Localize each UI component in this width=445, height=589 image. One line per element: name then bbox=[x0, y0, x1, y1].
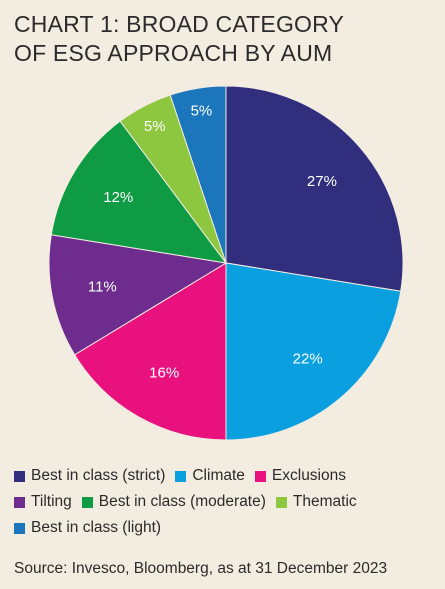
pie-slice-label-3: 11% bbox=[88, 279, 117, 296]
legend-label: Climate bbox=[192, 467, 245, 484]
legend-row-1: Tilting Best in class (moderate) Thematic bbox=[14, 489, 439, 515]
pie-slice-label-0: 27% bbox=[307, 173, 337, 190]
legend-label: Best in class (strict) bbox=[31, 467, 166, 484]
legend-swatch bbox=[175, 470, 187, 482]
pie-slice-1 bbox=[225, 262, 402, 441]
legend-label: Best in class (light) bbox=[31, 519, 162, 536]
legend-label: Best in class (moderate) bbox=[98, 493, 266, 510]
legend-item: Exclusions bbox=[254, 463, 346, 489]
pie-slice-label-4: 12% bbox=[103, 189, 133, 206]
legend-item: Best in class (moderate) bbox=[81, 489, 266, 515]
legend-item: Climate bbox=[175, 463, 245, 489]
legend-label: Thematic bbox=[292, 493, 357, 510]
legend-label: Exclusions bbox=[271, 467, 346, 484]
legend-row-2: Best in class (light) bbox=[14, 515, 439, 541]
pie-slice-label-2: 16% bbox=[149, 364, 179, 381]
pie-slice-label-1: 22% bbox=[293, 350, 323, 367]
pie-chart: 27% 22% 16% 11% 12% 5% 5% bbox=[48, 85, 404, 441]
legend-swatch bbox=[254, 470, 266, 482]
legend-swatch bbox=[14, 496, 25, 508]
source-note: Source: Invesco, Bloomberg, as at 31 Dec… bbox=[14, 560, 388, 577]
chart-title: CHART 1: BROAD CATEGORY OF ESG APPROACH … bbox=[14, 10, 434, 68]
pie-slice-4 bbox=[50, 120, 228, 264]
legend-item: Tilting bbox=[14, 489, 72, 515]
chart-title-line-1: CHART 1: BROAD CATEGORY bbox=[14, 11, 345, 37]
legend-item: Best in class (light) bbox=[14, 515, 161, 541]
legend-swatch bbox=[275, 496, 287, 508]
pie-slice-label-6: 5% bbox=[191, 102, 213, 119]
pie-slice-6 bbox=[169, 85, 227, 264]
pie-slice-0 bbox=[225, 85, 404, 292]
legend-item: Best in class (strict) bbox=[14, 463, 165, 489]
pie-slice-label-5: 5% bbox=[144, 118, 166, 135]
legend-row-0: Best in class (strict) Climate Exclusions bbox=[14, 463, 439, 489]
chart-title-line-2: OF ESG APPROACH BY AUM bbox=[14, 40, 333, 66]
legend-swatch bbox=[14, 522, 25, 534]
legend-swatch bbox=[81, 496, 93, 508]
legend: Best in class (strict) Climate Exclusions T… bbox=[14, 463, 439, 541]
pie-slice-3 bbox=[48, 234, 228, 356]
legend-label: Tilting bbox=[31, 493, 72, 510]
legend-item: Thematic bbox=[275, 489, 357, 515]
legend-swatch bbox=[14, 470, 25, 482]
pie-slice-2 bbox=[73, 262, 227, 441]
